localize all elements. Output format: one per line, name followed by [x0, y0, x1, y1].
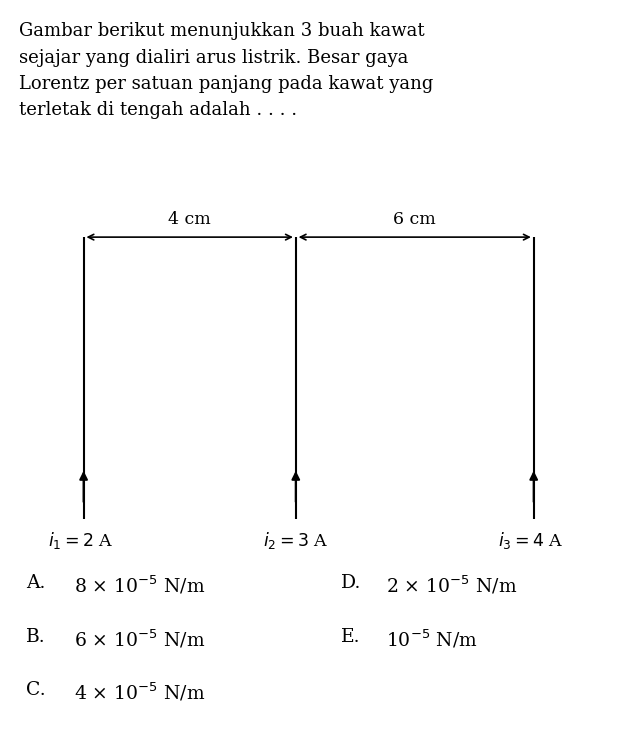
Text: A.: A. [26, 574, 45, 592]
Text: 4 cm: 4 cm [168, 211, 211, 228]
Text: 6 × 10$^{-5}$ N/m: 6 × 10$^{-5}$ N/m [74, 628, 205, 650]
Text: 10$^{-5}$ N/m: 10$^{-5}$ N/m [386, 628, 478, 650]
Text: 6 cm: 6 cm [394, 211, 436, 228]
Text: B.: B. [26, 628, 46, 645]
Text: 8 × 10$^{-5}$ N/m: 8 × 10$^{-5}$ N/m [74, 574, 205, 597]
Text: E.: E. [341, 628, 360, 645]
Text: D.: D. [341, 574, 361, 592]
Text: $i_3 = 4$ A: $i_3 = 4$ A [498, 530, 563, 551]
Text: $i_2 = 3$ A: $i_2 = 3$ A [263, 530, 329, 551]
Text: $i_1 = 2$ A: $i_1 = 2$ A [48, 530, 113, 551]
Text: 2 × 10$^{-5}$ N/m: 2 × 10$^{-5}$ N/m [386, 574, 517, 597]
Text: C.: C. [26, 681, 46, 699]
Text: Gambar berikut menunjukkan 3 buah kawat
sejajar yang dialiri arus listrik. Besar: Gambar berikut menunjukkan 3 buah kawat … [19, 22, 433, 119]
Text: 4 × 10$^{-5}$ N/m: 4 × 10$^{-5}$ N/m [74, 681, 205, 703]
